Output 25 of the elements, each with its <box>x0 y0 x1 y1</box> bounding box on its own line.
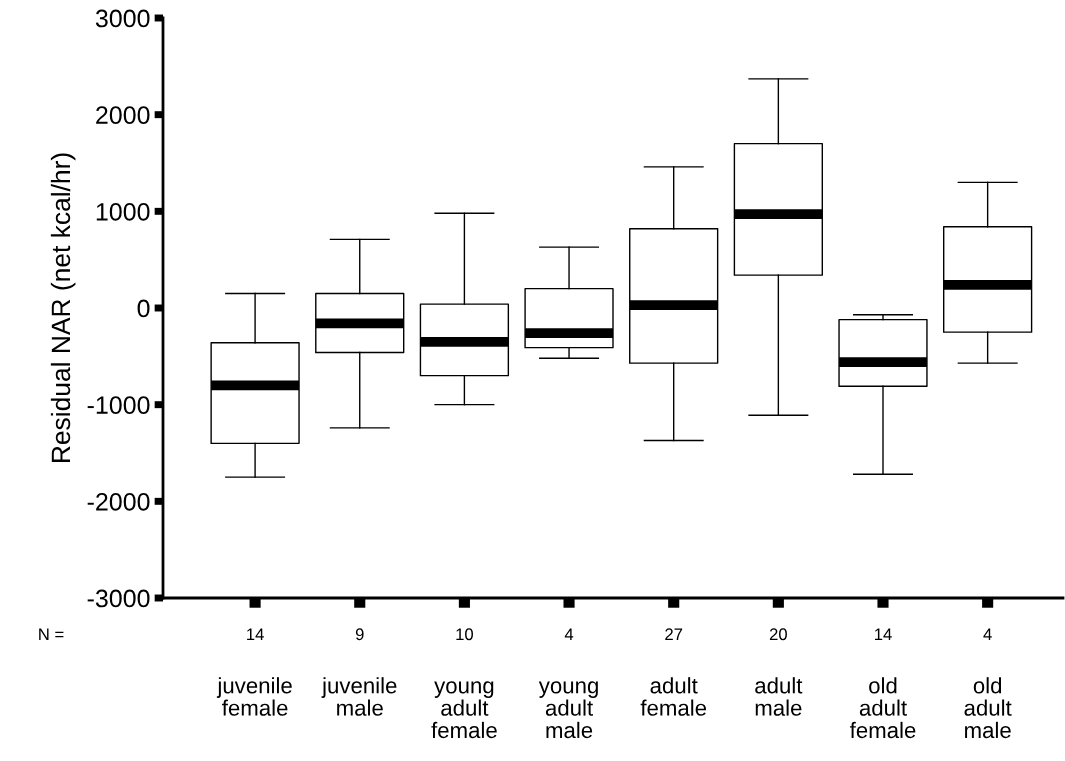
y-axis-title: Residual NAR (net kcal/hr) <box>50 153 76 463</box>
y-tick-label: 3000 <box>95 9 150 28</box>
x-tick-label: old adult male <box>964 677 1012 739</box>
text: 9 <box>355 628 364 641</box>
x-tick-label: young adult male <box>538 681 598 739</box>
text: 27 <box>665 628 683 641</box>
x-tick-label: adult female <box>640 677 707 716</box>
y-tick-label: 1000 <box>96 202 150 221</box>
text: 4 <box>983 628 992 641</box>
text: 10 <box>456 628 474 641</box>
x-tick-label: old adult female <box>849 677 916 739</box>
text: 4 <box>564 628 574 641</box>
y-tick-label: 2000 <box>96 106 150 124</box>
text: N = <box>39 628 64 641</box>
y-tick-label: -1000 <box>87 396 150 414</box>
text: 14 <box>875 628 892 641</box>
x-tick-label: young adult female <box>431 681 497 739</box>
text: 20 <box>769 628 787 641</box>
y-tick-label: -2000 <box>87 492 150 511</box>
text: 14 <box>247 628 264 641</box>
y-tick-label: -3000 <box>87 589 150 608</box>
x-tick-label: juvenile male <box>321 677 397 716</box>
x-tick-label: juvenile female <box>216 677 292 716</box>
y-tick-label: 0 <box>137 299 150 318</box>
x-tick-label: adult male <box>755 677 803 716</box>
